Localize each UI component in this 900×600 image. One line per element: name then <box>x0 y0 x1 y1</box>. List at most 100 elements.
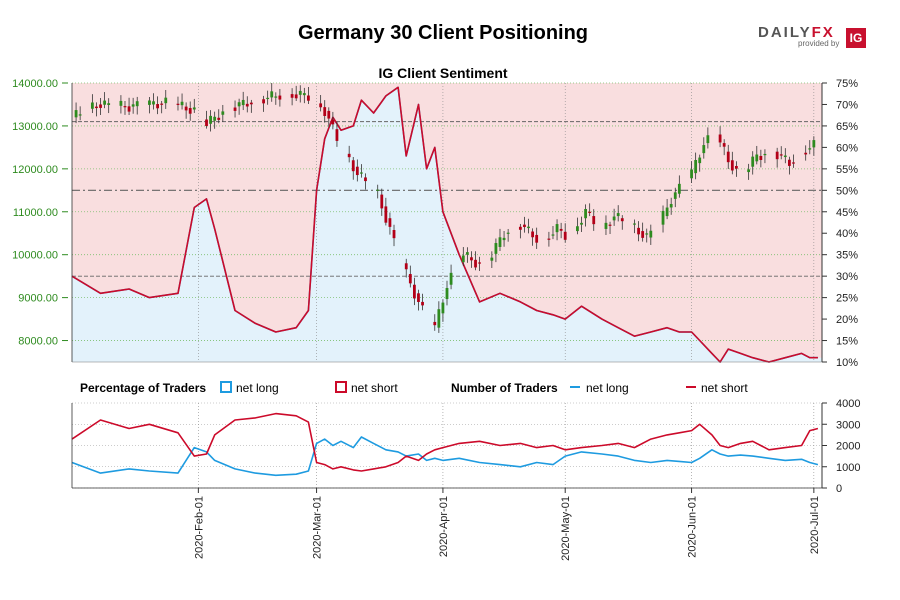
down-candle <box>726 151 730 163</box>
up-candle <box>747 169 751 173</box>
down-candle <box>319 103 323 108</box>
main-chart-grid <box>72 82 822 362</box>
down-candle <box>641 231 645 238</box>
up-candle <box>694 159 698 174</box>
logo-wordmark: DAILYFX <box>758 24 835 41</box>
down-candle <box>779 154 783 156</box>
down-candle <box>245 103 249 107</box>
down-candle <box>474 259 477 268</box>
net-long-count-line <box>71 436 819 477</box>
down-candle <box>217 117 221 120</box>
price-tick-label: 12000.00 <box>12 164 58 176</box>
up-candle <box>148 100 151 105</box>
up-candle <box>437 309 441 328</box>
up-candle <box>677 183 681 194</box>
sub-tick-label: 2000 <box>836 441 860 453</box>
up-candle <box>131 104 135 107</box>
down-candle <box>531 231 534 238</box>
down-candle <box>559 228 563 231</box>
x-tick-label: 2020-Jul-01 <box>809 496 821 554</box>
net-long-pct-line <box>71 86 818 363</box>
down-candle <box>433 321 437 326</box>
down-candle <box>608 224 612 226</box>
price-tick-label: 10000.00 <box>12 250 58 262</box>
net-short-area <box>72 83 822 362</box>
up-candle <box>494 243 498 254</box>
sub-tick-label: 1000 <box>836 462 860 474</box>
legend-num-title: Number of Traders <box>451 381 558 395</box>
up-candle <box>498 237 502 247</box>
up-candle <box>180 101 184 106</box>
x-tick-label: 2020-May-01 <box>560 496 572 561</box>
up-candle <box>164 97 168 104</box>
down-candle <box>775 151 779 160</box>
pct-tick-label: 35% <box>836 250 858 262</box>
down-candle <box>307 95 310 101</box>
down-candle <box>412 284 416 299</box>
up-candle <box>461 255 465 263</box>
down-candle <box>127 106 131 112</box>
down-candle <box>355 166 359 176</box>
up-candle <box>783 155 787 158</box>
net-short-pct-line <box>71 86 818 363</box>
down-candle <box>535 234 539 243</box>
pct-tick-label: 25% <box>836 293 858 305</box>
up-candle <box>551 234 555 236</box>
down-candle <box>408 274 412 284</box>
pct-tick-label: 30% <box>836 271 858 283</box>
up-candle <box>755 154 759 162</box>
up-candle <box>360 172 363 174</box>
main-chart-background <box>72 83 822 363</box>
down-candle <box>290 94 294 98</box>
up-candle <box>241 99 245 106</box>
down-candle <box>156 104 159 109</box>
up-candle <box>441 302 445 314</box>
down-candle <box>730 160 734 171</box>
x-axis-labels: 2020-Feb-01 2020-Mar-01 2020-Apr-01 2020-Ma… <box>193 488 821 561</box>
down-candle <box>327 110 331 119</box>
down-candle <box>588 211 592 213</box>
sub-chart-series <box>71 412 819 477</box>
main-chart-series <box>71 86 818 363</box>
x-tick-label: 2020-Apr-01 <box>438 496 450 557</box>
up-candle <box>645 233 649 235</box>
up-candle <box>506 232 510 234</box>
down-candle <box>759 155 763 160</box>
up-candle <box>266 97 270 100</box>
down-candle <box>722 143 726 147</box>
up-candle <box>376 189 380 191</box>
up-candle <box>78 114 82 116</box>
legend-pct-long-swatch <box>220 381 232 393</box>
price-tick-label: 8000.00 <box>18 336 58 348</box>
down-candle <box>718 134 722 143</box>
legend-pct-long-label: net long <box>236 381 279 395</box>
up-candle <box>237 102 241 107</box>
chart-subtitle: IG Client Sentiment <box>378 65 507 81</box>
main-chart-axes: 8000.00 9000.00 10000.00 11000.00 12000.00 13… <box>12 78 858 369</box>
pct-tick-label: 70% <box>836 99 858 111</box>
price-tick-label: 13000.00 <box>12 121 58 133</box>
up-candle <box>298 90 302 95</box>
down-candle <box>518 226 522 230</box>
sub-tick-label: 0 <box>836 483 842 495</box>
up-candle <box>763 153 767 156</box>
up-candle <box>580 222 583 225</box>
up-candle <box>119 100 123 106</box>
sub-chart-grid <box>72 402 822 489</box>
up-candle <box>90 102 94 109</box>
pct-tick-label: 15% <box>836 336 858 348</box>
up-candle <box>107 103 111 105</box>
pct-tick-label: 10% <box>836 357 858 369</box>
up-candle <box>665 207 669 217</box>
up-candle <box>465 252 469 255</box>
down-candle <box>347 153 351 158</box>
up-candle <box>669 203 673 208</box>
pct-tick-label: 55% <box>836 164 858 176</box>
down-candle <box>523 224 526 228</box>
down-candle <box>404 263 408 270</box>
x-tick-label: 2020-Mar-01 <box>312 496 324 559</box>
up-candle <box>812 140 816 148</box>
down-candle <box>351 160 355 172</box>
down-candle <box>233 107 237 111</box>
